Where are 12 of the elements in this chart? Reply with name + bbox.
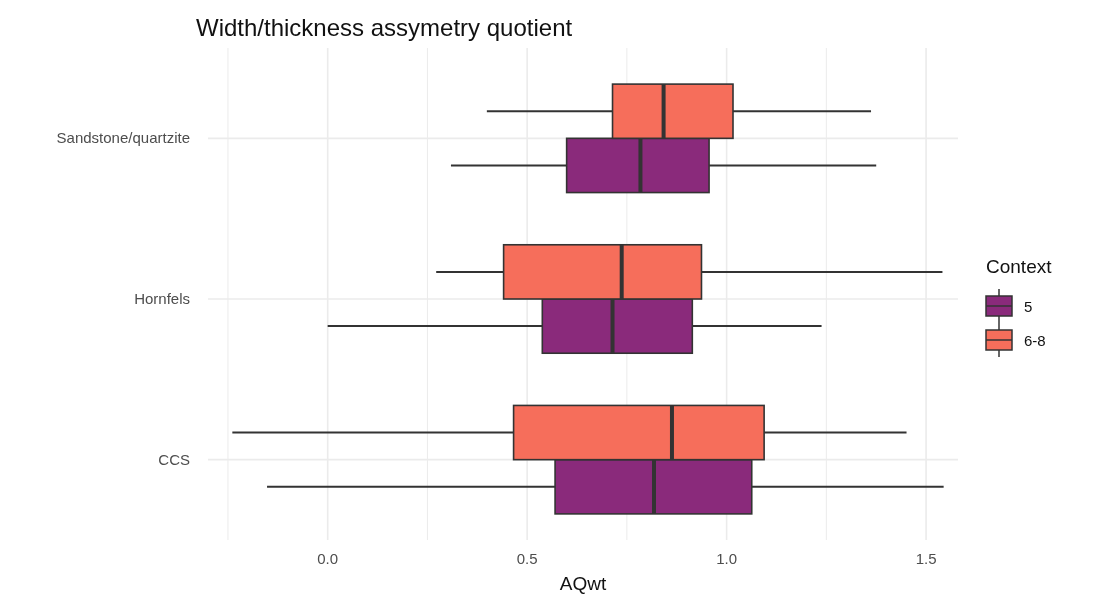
x-tick-label: 0.0 <box>317 550 339 567</box>
y-tick-label: Hornfels <box>134 290 190 307</box>
y-tick-label: Sandstone/quartzite <box>56 129 190 147</box>
legend-title: Context <box>986 256 1053 277</box>
legend-label: 5 <box>1024 298 1033 315</box>
x-tick-label: 1.0 <box>716 550 738 567</box>
y-tick-label: CCS <box>158 450 190 468</box>
x-tick-label: 1.5 <box>915 550 937 567</box>
chart-title: Width/thickness assymetry quotient <box>196 14 573 41</box>
legend-label: 6-8 <box>1024 332 1046 349</box>
x-axis-title: AQwt <box>559 573 607 594</box>
x-tick-label: 0.5 <box>516 550 538 567</box>
